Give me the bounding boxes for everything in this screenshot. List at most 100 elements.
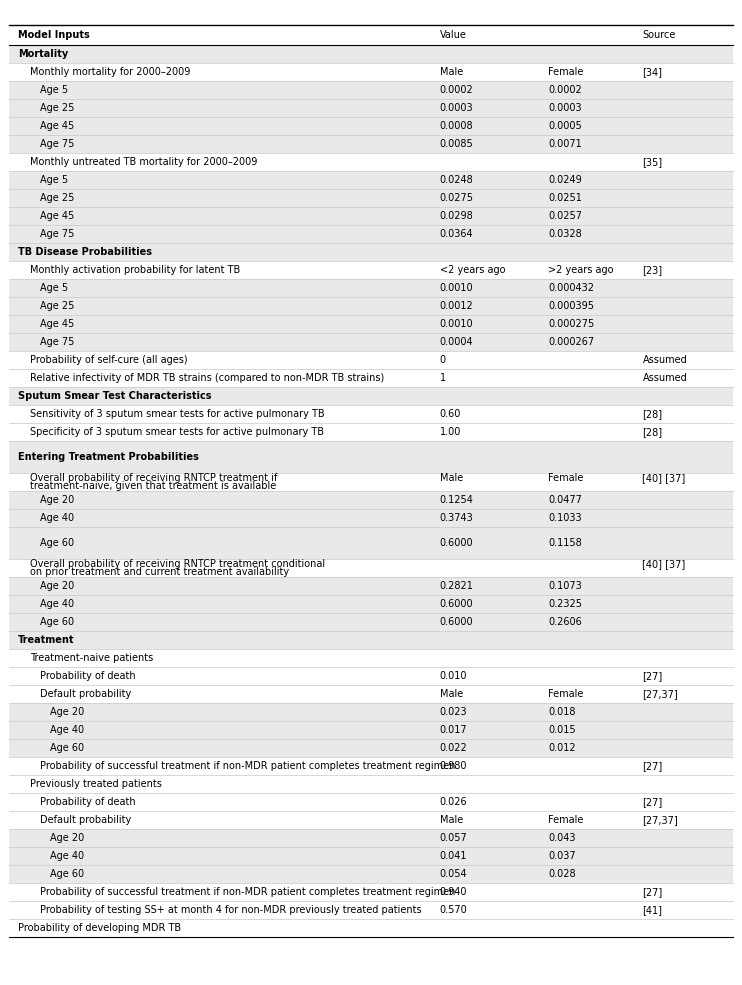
- Text: 0.980: 0.980: [440, 761, 467, 771]
- Text: 0.010: 0.010: [440, 671, 467, 681]
- Text: 0.60: 0.60: [440, 409, 462, 419]
- Bar: [9, 63, 733, 81]
- Text: Age 25: Age 25: [39, 301, 74, 311]
- Text: Model Inputs: Model Inputs: [18, 30, 90, 40]
- Bar: [9, 901, 733, 919]
- Text: 0.054: 0.054: [440, 869, 467, 879]
- Text: 0.0071: 0.0071: [548, 139, 582, 149]
- Text: [35]: [35]: [643, 157, 663, 167]
- Text: Sputum Smear Test Characteristics: Sputum Smear Test Characteristics: [18, 391, 211, 401]
- Bar: [9, 261, 733, 279]
- Text: Age 75: Age 75: [39, 229, 74, 239]
- Bar: [9, 631, 733, 649]
- Bar: [9, 577, 733, 595]
- Text: Age 40: Age 40: [39, 513, 73, 523]
- Text: 0.2325: 0.2325: [548, 599, 582, 609]
- Text: 0.022: 0.022: [440, 743, 467, 753]
- Text: Female: Female: [548, 689, 584, 699]
- Bar: [9, 559, 733, 577]
- Text: 0.018: 0.018: [548, 707, 576, 717]
- Text: 0.0298: 0.0298: [440, 211, 473, 221]
- Bar: [9, 25, 733, 45]
- Bar: [9, 171, 733, 189]
- Text: 0.1033: 0.1033: [548, 513, 582, 523]
- Text: TB Disease Probabilities: TB Disease Probabilities: [18, 247, 151, 257]
- Text: 0.1254: 0.1254: [440, 495, 473, 505]
- Text: 0.6000: 0.6000: [440, 599, 473, 609]
- Bar: [9, 333, 733, 351]
- Text: Age 60: Age 60: [50, 743, 84, 753]
- Text: Age 25: Age 25: [39, 103, 74, 113]
- Text: 0.570: 0.570: [440, 905, 467, 915]
- Text: Age 45: Age 45: [39, 121, 74, 131]
- Text: 0.000432: 0.000432: [548, 283, 594, 293]
- Text: Probability of testing SS+ at month 4 for non-MDR previously treated patients: Probability of testing SS+ at month 4 fo…: [39, 905, 421, 915]
- Bar: [9, 865, 733, 883]
- Text: Male: Male: [440, 689, 463, 699]
- Text: Age 5: Age 5: [39, 283, 68, 293]
- Bar: [9, 919, 733, 937]
- Text: Male: Male: [440, 473, 463, 483]
- Bar: [9, 473, 733, 491]
- Text: Age 60: Age 60: [50, 869, 84, 879]
- Text: 0.023: 0.023: [440, 707, 467, 717]
- Text: 0.0328: 0.0328: [548, 229, 582, 239]
- Text: Age 20: Age 20: [39, 495, 74, 505]
- Text: 0.015: 0.015: [548, 725, 576, 735]
- Text: Age 20: Age 20: [50, 707, 84, 717]
- Bar: [9, 225, 733, 243]
- Bar: [9, 423, 733, 441]
- Text: Age 25: Age 25: [39, 193, 74, 203]
- Text: Sensitivity of 3 sputum smear tests for active pulmonary TB: Sensitivity of 3 sputum smear tests for …: [30, 409, 324, 419]
- Bar: [9, 153, 733, 171]
- Text: 0.0002: 0.0002: [440, 85, 473, 95]
- Text: Overall probability of receiving RNTCP treatment if: Overall probability of receiving RNTCP t…: [30, 473, 277, 483]
- Bar: [9, 775, 733, 793]
- Bar: [9, 135, 733, 153]
- Bar: [9, 45, 733, 63]
- Text: 0.940: 0.940: [440, 887, 467, 897]
- Text: Probability of death: Probability of death: [39, 671, 135, 681]
- Text: Specificity of 3 sputum smear tests for active pulmonary TB: Specificity of 3 sputum smear tests for …: [30, 427, 324, 437]
- Text: 0.0008: 0.0008: [440, 121, 473, 131]
- Text: Probability of successful treatment if non-MDR patient completes treatment regim: Probability of successful treatment if n…: [39, 887, 455, 897]
- Text: <2 years ago: <2 years ago: [440, 265, 505, 275]
- Text: 0.000275: 0.000275: [548, 319, 594, 329]
- Text: 0.0010: 0.0010: [440, 283, 473, 293]
- Bar: [9, 811, 733, 829]
- Text: 0.028: 0.028: [548, 869, 576, 879]
- Bar: [9, 297, 733, 315]
- Text: 0.3743: 0.3743: [440, 513, 473, 523]
- Text: 0.1158: 0.1158: [548, 538, 582, 548]
- Text: Male: Male: [440, 67, 463, 77]
- Text: Monthly mortality for 2000–2009: Monthly mortality for 2000–2009: [30, 67, 190, 77]
- Bar: [9, 81, 733, 99]
- Text: 0.0257: 0.0257: [548, 211, 582, 221]
- Text: Default probability: Default probability: [39, 689, 131, 699]
- Text: 0.043: 0.043: [548, 833, 576, 843]
- Text: 0.0085: 0.0085: [440, 139, 473, 149]
- Text: [41]: [41]: [643, 905, 663, 915]
- Text: Female: Female: [548, 815, 584, 825]
- Text: 0.057: 0.057: [440, 833, 467, 843]
- Text: 0.000395: 0.000395: [548, 301, 594, 311]
- Bar: [9, 739, 733, 757]
- Text: 1.00: 1.00: [440, 427, 462, 437]
- Text: Age 5: Age 5: [39, 85, 68, 95]
- Text: 0.0003: 0.0003: [440, 103, 473, 113]
- Text: 0.0002: 0.0002: [548, 85, 582, 95]
- Text: Previously treated patients: Previously treated patients: [30, 779, 162, 789]
- Text: 1: 1: [440, 373, 446, 383]
- Bar: [9, 649, 733, 667]
- Text: Treatment: Treatment: [18, 635, 74, 645]
- Text: Default probability: Default probability: [39, 815, 131, 825]
- Text: Relative infectivity of MDR TB strains (compared to non-MDR TB strains): Relative infectivity of MDR TB strains (…: [30, 373, 384, 383]
- Text: Mortality: Mortality: [18, 49, 68, 59]
- Text: 0.026: 0.026: [440, 797, 467, 807]
- Text: 0.0477: 0.0477: [548, 495, 582, 505]
- Text: Probability of successful treatment if non-MDR patient completes treatment regim: Probability of successful treatment if n…: [39, 761, 455, 771]
- Text: Probability of self-cure (all ages): Probability of self-cure (all ages): [30, 355, 187, 365]
- Bar: [9, 441, 733, 473]
- Bar: [9, 847, 733, 865]
- Text: Female: Female: [548, 67, 584, 77]
